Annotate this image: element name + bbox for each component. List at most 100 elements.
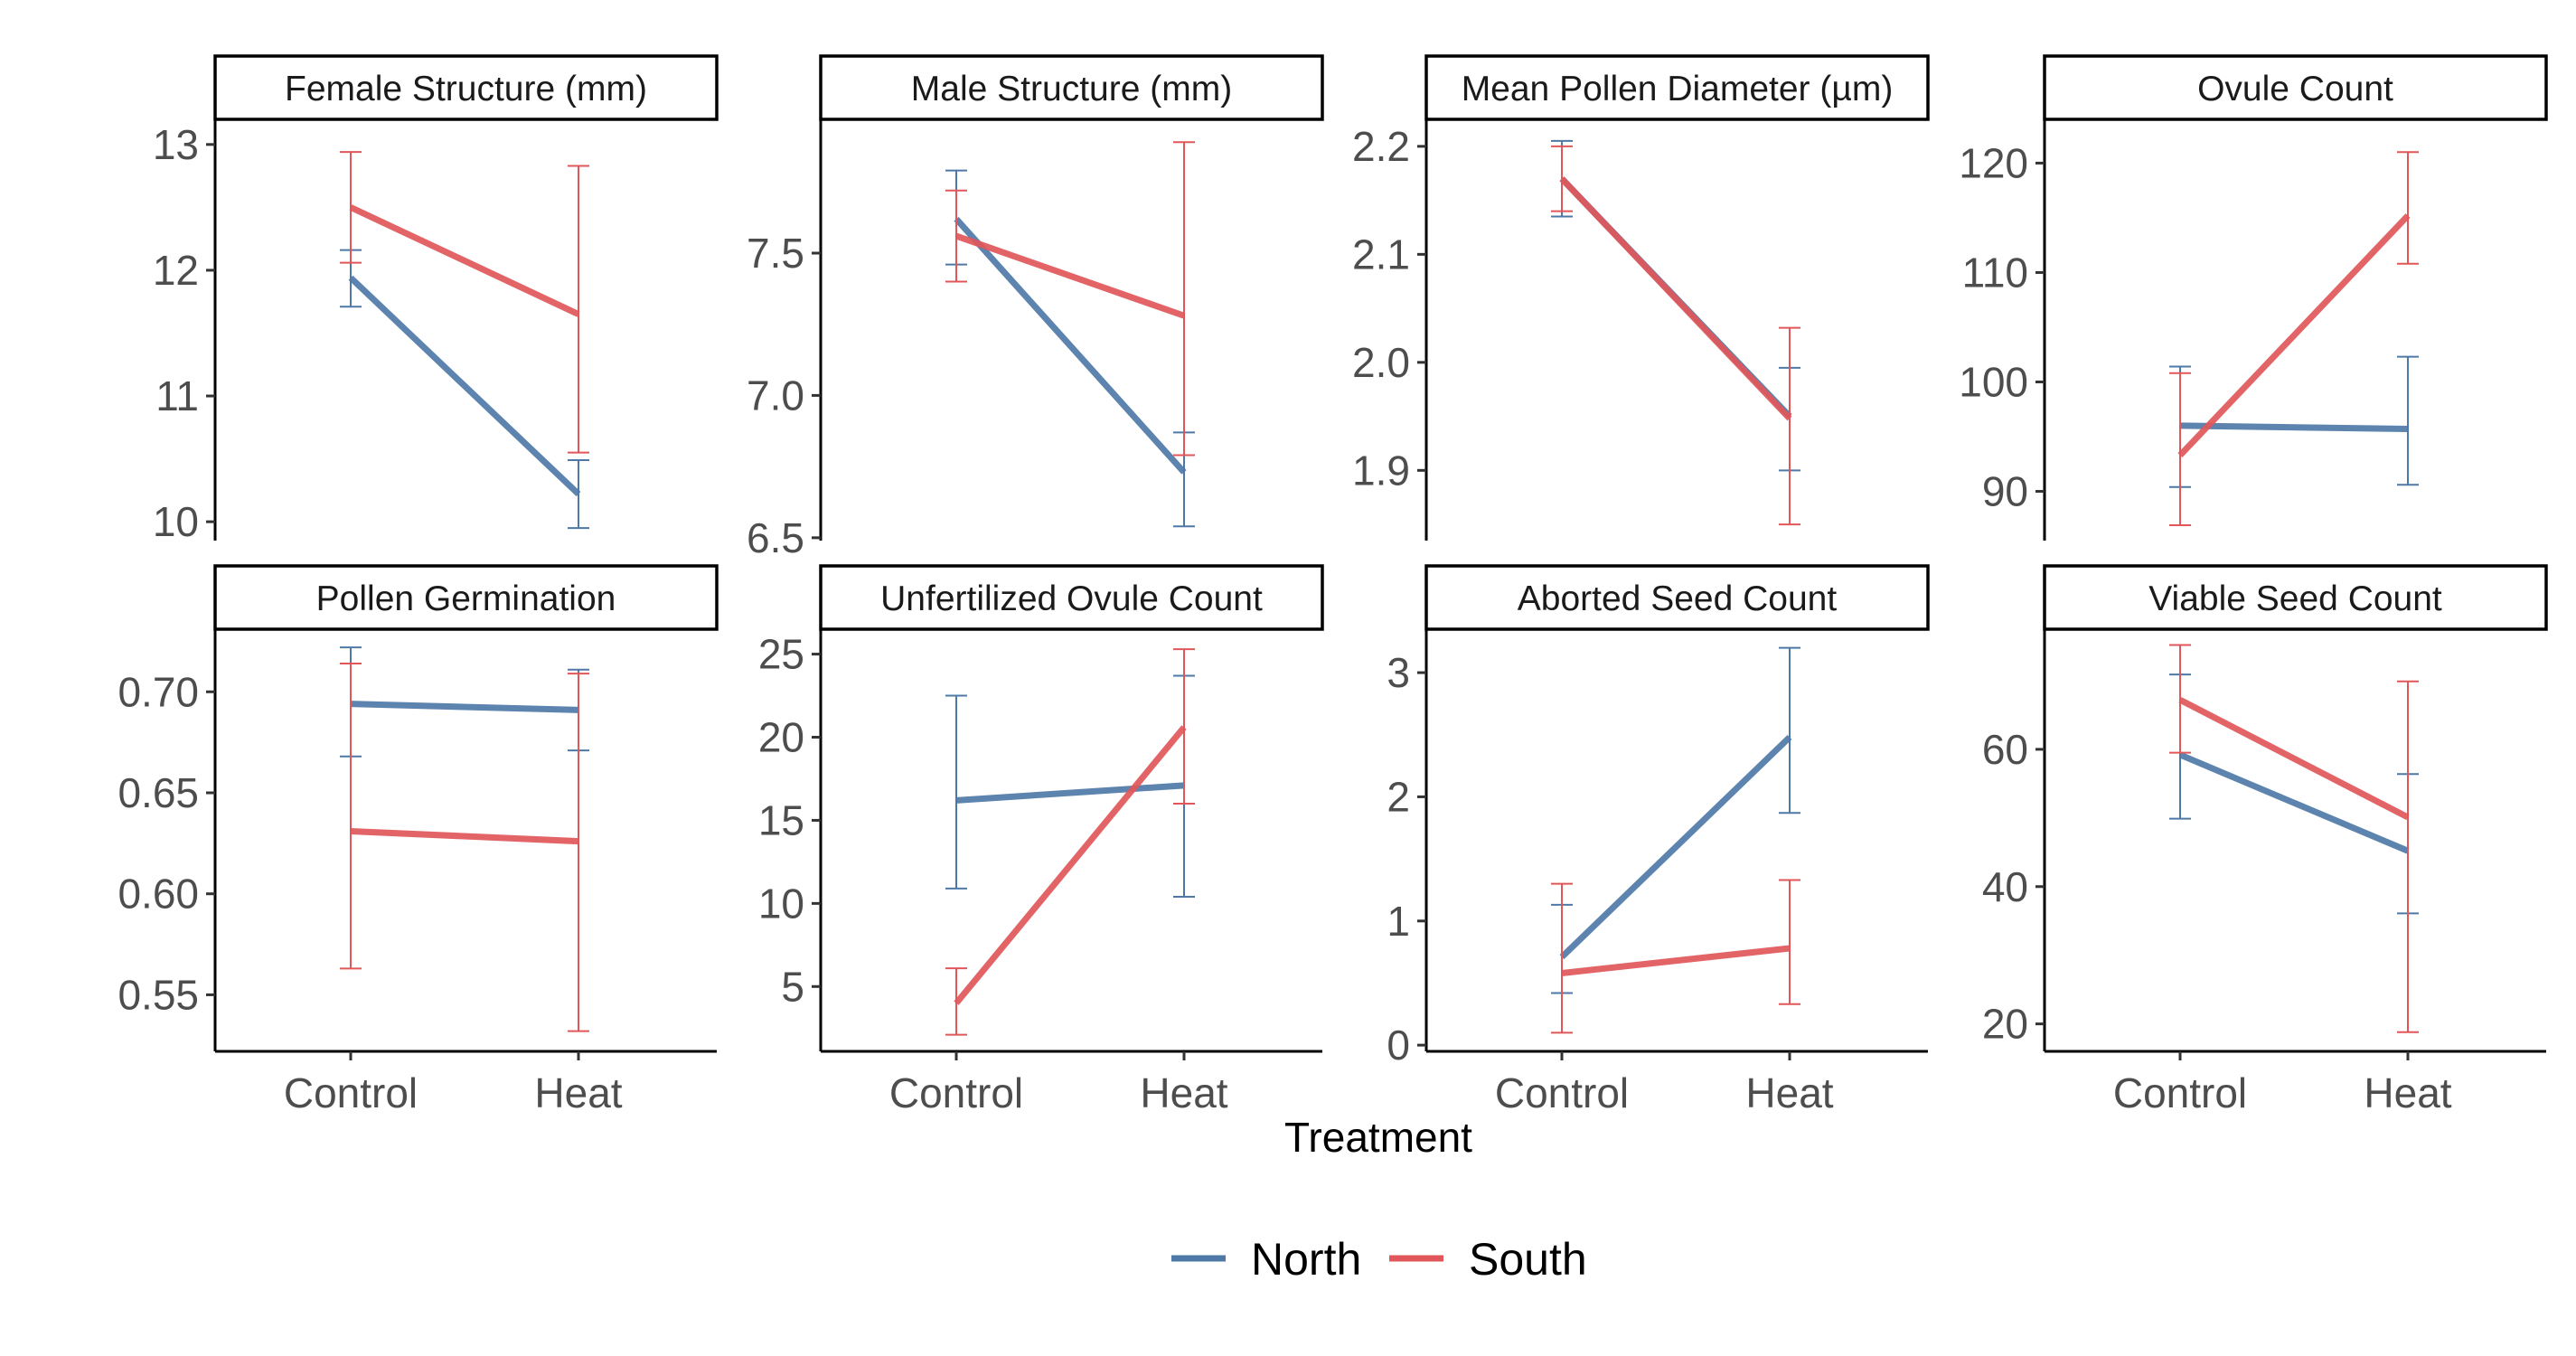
series-line [1561, 945, 1791, 976]
y-tick-label: 0.70 [118, 668, 199, 715]
y-tick-label: 13 [153, 121, 199, 168]
series-line [350, 701, 579, 713]
x-tick-label: Control [1495, 1069, 1629, 1116]
panel-strip [1424, 54, 1930, 121]
legend-label: South [1469, 1234, 1587, 1285]
panel-strip [819, 564, 1324, 631]
series-south [945, 141, 1195, 457]
series-line [1559, 176, 1792, 421]
panel-title: Viable Seed Count [2148, 579, 2442, 618]
series-line [954, 725, 1187, 1005]
x-axis-title: Treatment [1284, 1114, 1472, 1161]
legend-item-south: South [1389, 1234, 1587, 1285]
series-north [945, 169, 1195, 528]
series-line [2178, 751, 2410, 854]
series-line [954, 216, 1187, 475]
series-north [340, 249, 589, 530]
y-tick-label: 120 [1959, 139, 2028, 186]
series-line [348, 275, 581, 497]
y-tick-label: 12 [153, 247, 199, 294]
x-tick-label: Control [284, 1069, 418, 1116]
legend: North South [1171, 1234, 1587, 1285]
x-tick-label: Heat [1140, 1069, 1227, 1116]
panel-pollen-germination: Pollen Germination 0.55 0.60 0.65 0.70 Contro… [118, 564, 719, 1116]
y-tick-label: 40 [1982, 863, 2028, 910]
panel-male-structure-mm: Male Structure (mm) 6.5 7.0 7.5 [747, 54, 1324, 561]
x-tick-label: Control [889, 1069, 1023, 1116]
series-south [340, 151, 589, 454]
panel-title: Pollen Germination [316, 579, 616, 618]
panel-ovule-count: Ovule Count 90 100 110 120 [1959, 54, 2548, 541]
panel-title: Unfertilized Ovule Count [880, 579, 1263, 618]
y-tick-label: 90 [1982, 468, 2028, 515]
panel-title: Aborted Seed Count [1518, 579, 1838, 618]
y-tick-label: 2.2 [1352, 123, 1410, 170]
panel-strip [2043, 564, 2548, 631]
series-south [1551, 879, 1800, 1034]
y-tick-label: 5 [781, 963, 804, 1010]
series-line [2179, 422, 2409, 433]
series-line [955, 782, 1185, 804]
series-south [945, 648, 1195, 1036]
panel-strip [213, 564, 719, 631]
panel-strip [1424, 564, 1930, 631]
y-tick-label: 0.55 [118, 971, 199, 1018]
y-tick-label: 0.65 [118, 769, 199, 816]
panel-title: Mean Pollen Diameter (µm) [1462, 70, 1894, 108]
y-tick-label: 1 [1387, 898, 1410, 945]
series-line [1559, 734, 1792, 960]
y-tick-label: 110 [1962, 249, 2028, 296]
panel-mean-pollen-diameter-m: Mean Pollen Diameter (µm) 1.9 2.0 2.1 2.2 [1352, 54, 1930, 541]
panel-title: Female Structure (mm) [285, 70, 647, 108]
panel-strip [2043, 54, 2548, 121]
x-tick-label: Heat [534, 1069, 622, 1116]
y-tick-label: 6.5 [747, 514, 804, 561]
series-line [350, 827, 579, 845]
y-tick-label: 7.0 [747, 372, 804, 419]
legend-item-north: North [1171, 1234, 1361, 1285]
series-south [340, 662, 589, 1032]
legend-label: North [1251, 1234, 1361, 1285]
y-tick-label: 0 [1387, 1022, 1410, 1069]
series-line [349, 204, 580, 317]
y-tick-label: 15 [758, 796, 804, 843]
panel-unfertilized-ovule-count: Unfertilized Ovule Count 5 10 15 20 25 Control… [758, 564, 1324, 1116]
y-tick-label: 25 [758, 631, 804, 678]
series-south [1551, 145, 1800, 526]
series-line [2177, 213, 2411, 458]
y-tick-label: 3 [1387, 649, 1410, 696]
y-tick-label: 7.5 [747, 230, 804, 277]
series-north [340, 646, 589, 758]
series-south [2169, 151, 2419, 527]
y-tick-label: 11 [155, 372, 199, 419]
series-north [1551, 139, 1800, 472]
panel-title: Ovule Count [2197, 70, 2393, 108]
y-tick-label: 10 [758, 880, 804, 927]
x-tick-label: Heat [1745, 1069, 1833, 1116]
series-north [1551, 646, 1800, 994]
y-tick-label: 1.9 [1352, 447, 1410, 494]
y-tick-label: 60 [1982, 726, 2028, 773]
series-north [2169, 355, 2419, 488]
y-tick-label: 100 [1959, 358, 2028, 405]
panel-strip [819, 54, 1324, 121]
panel-strip [213, 54, 719, 121]
x-tick-label: Control [2113, 1069, 2247, 1116]
y-tick-label: 20 [1982, 1001, 2028, 1048]
y-tick-label: 20 [758, 714, 804, 761]
y-tick-label: 2.0 [1352, 339, 1410, 386]
series-line [954, 232, 1186, 319]
series-line [2178, 697, 2410, 821]
panel-aborted-seed-count: Aborted Seed Count 0 1 2 3 Control Heat [1387, 564, 1930, 1116]
series-south [2169, 644, 2419, 1033]
panel-female-structure-mm: Female Structure (mm) 10 11 12 13 [153, 54, 719, 545]
y-tick-label: 2 [1387, 773, 1410, 820]
y-tick-label: 2.1 [1352, 231, 1410, 278]
x-tick-label: Heat [2364, 1069, 2451, 1116]
panel-title: Male Structure (mm) [911, 70, 1232, 108]
y-tick-label: 10 [153, 498, 199, 545]
panel-viable-seed-count: Viable Seed Count 20 40 60 Control Heat [1982, 564, 2548, 1116]
y-tick-label: 0.60 [118, 871, 199, 918]
